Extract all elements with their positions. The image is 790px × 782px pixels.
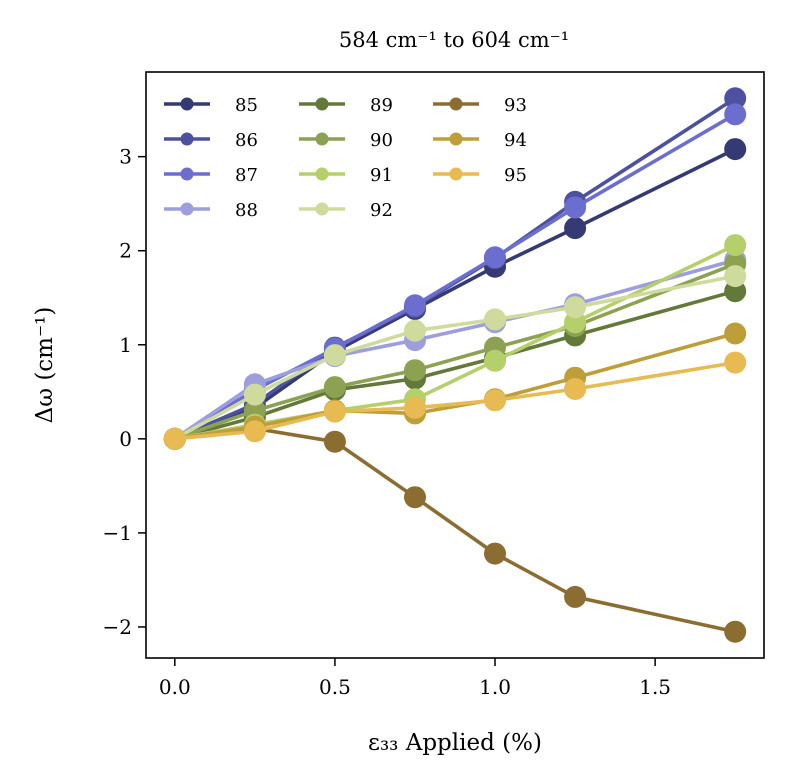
legend-label: 93 xyxy=(504,95,527,116)
y-tick-label: 1 xyxy=(119,333,132,357)
data-point xyxy=(564,378,587,400)
legend-label: 89 xyxy=(370,95,393,116)
chart-title: 584 cm⁻¹ to 604 cm⁻¹ xyxy=(339,28,569,52)
legend-entry: 90 xyxy=(299,130,393,151)
data-point xyxy=(323,430,346,453)
data-point xyxy=(724,351,747,374)
y-axis-label: Δω (cm⁻¹) xyxy=(32,307,58,424)
data-point xyxy=(564,296,587,319)
x-tick-label: 1.5 xyxy=(639,675,671,699)
data-point xyxy=(404,396,426,419)
legend-label: 94 xyxy=(504,130,527,151)
y-tick-label: 3 xyxy=(119,145,132,169)
series-95 xyxy=(163,351,747,450)
data-point xyxy=(724,103,747,126)
legend-entry: 91 xyxy=(299,165,393,186)
plot-frame xyxy=(145,71,765,659)
legend-marker xyxy=(449,97,463,111)
legend-entry: 93 xyxy=(433,95,527,116)
x-tick-label: 0.0 xyxy=(159,675,191,699)
legend-label: 90 xyxy=(370,130,393,151)
data-point xyxy=(404,486,426,509)
series-92 xyxy=(163,265,747,450)
legend-entry: 95 xyxy=(433,165,527,186)
data-point xyxy=(163,427,186,450)
data-point xyxy=(323,344,346,367)
legend-marker xyxy=(315,97,329,111)
legend-marker xyxy=(180,202,194,216)
data-point xyxy=(404,294,426,317)
data-point xyxy=(564,585,587,608)
legend-label: 92 xyxy=(370,200,393,221)
data-point xyxy=(724,322,747,345)
data-point xyxy=(564,217,587,240)
axes: 0.0 0.5 1.0 1.5 −2 −1 0 1 2 3 xyxy=(103,145,672,699)
data-point xyxy=(484,542,506,565)
data-point xyxy=(484,246,506,269)
legend-entry: 92 xyxy=(299,200,393,221)
data-point xyxy=(323,376,346,399)
series-93 xyxy=(163,417,747,643)
legend-marker xyxy=(180,132,194,146)
legend-entry: 89 xyxy=(299,95,393,116)
legend-label: 86 xyxy=(235,130,258,151)
data-point xyxy=(484,389,506,412)
data-point xyxy=(724,138,747,161)
y-tick-label: 2 xyxy=(119,239,132,263)
data-point xyxy=(323,400,346,423)
legend-marker xyxy=(180,167,194,181)
legend-entry: 87 xyxy=(164,165,258,186)
data-point xyxy=(724,87,747,110)
legend-marker xyxy=(315,167,329,181)
data-point xyxy=(243,383,266,406)
y-tick-label: 0 xyxy=(119,427,132,451)
legend-entry: 94 xyxy=(433,130,527,151)
x-tick-label: 1.0 xyxy=(479,675,511,699)
data-point xyxy=(404,319,426,342)
x-tick-label: 0.5 xyxy=(319,675,351,699)
legend-marker xyxy=(449,132,463,146)
legend: 85 86 87 88 89 90 91 92 93 94 95 xyxy=(164,95,527,221)
data-point xyxy=(724,620,747,643)
series-line xyxy=(174,426,736,634)
legend-marker xyxy=(315,202,329,216)
legend-entry: 88 xyxy=(164,200,258,221)
plot-area xyxy=(163,87,747,643)
legend-entry: 86 xyxy=(164,130,258,151)
y-tick-label: −1 xyxy=(103,521,132,545)
legend-entry: 85 xyxy=(164,95,258,116)
legend-label: 85 xyxy=(235,95,258,116)
data-point xyxy=(724,280,747,303)
data-point xyxy=(484,308,506,331)
legend-label: 91 xyxy=(370,165,393,186)
legend-label: 87 xyxy=(235,165,258,186)
y-tick-label: −2 xyxy=(103,615,132,639)
data-point xyxy=(564,196,587,219)
data-point xyxy=(243,420,266,443)
data-point xyxy=(404,359,426,382)
legend-label: 95 xyxy=(504,165,527,186)
legend-label: 88 xyxy=(235,200,258,221)
data-point xyxy=(724,265,747,288)
legend-marker xyxy=(180,97,194,111)
data-point xyxy=(724,234,747,257)
legend-marker xyxy=(449,167,463,181)
data-point xyxy=(484,349,506,372)
legend-marker xyxy=(315,132,329,146)
x-axis-label: ε₃₃ Applied (%) xyxy=(368,730,542,756)
